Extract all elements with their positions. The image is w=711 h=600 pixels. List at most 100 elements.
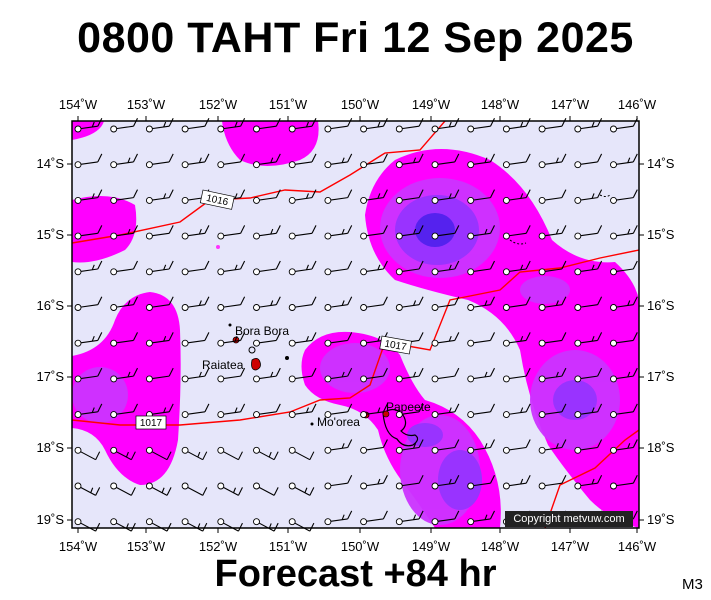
wind-barb: [324, 367, 353, 383]
wind-barb: [431, 189, 460, 204]
wind-barb: [395, 153, 424, 169]
precip-area-left: [72, 196, 137, 263]
wind-barb: [467, 225, 495, 240]
precip-medium-center: [320, 343, 390, 393]
wind-barb: [253, 518, 279, 532]
wind-barb: [288, 518, 315, 532]
wind-barb: [610, 439, 638, 454]
wind-barb: [110, 117, 138, 133]
map-title: 0800 TAHT Fri 12 Sep 2025: [77, 14, 634, 62]
wind-barb: [145, 332, 174, 347]
wind-barb: [324, 296, 353, 311]
wind-barb: [395, 117, 424, 133]
wind-barb: [217, 296, 246, 311]
wind-barb: [253, 260, 281, 276]
dotted-contours: [509, 194, 611, 245]
lat-label-right: 17˚S: [647, 369, 675, 384]
wind-barb: [538, 189, 567, 204]
wind-barb: [467, 296, 495, 311]
wind-barb: [538, 367, 567, 383]
lat-label-left: 19˚S: [37, 512, 65, 527]
lat-labels-left: 14˚S 15˚S 16˚S 17˚S 18˚S 19˚S: [37, 156, 65, 527]
wind-barb: [574, 332, 603, 347]
wind-barb: [145, 153, 174, 169]
wind-barb: [110, 518, 136, 532]
wind-barb: [431, 332, 460, 347]
wind-barb: [181, 117, 210, 133]
wind-barb: [74, 225, 103, 240]
wind-barb: [431, 153, 460, 169]
wind-barb: [324, 189, 353, 204]
wind-barb: [253, 332, 281, 347]
wind-barb: [288, 225, 317, 240]
lat-label-right: 14˚S: [647, 156, 675, 171]
wind-barb: [288, 446, 315, 461]
wind-barb: [395, 367, 424, 383]
wind-barb: [288, 260, 317, 276]
wind-barb: [502, 153, 531, 169]
place-label-papeete: Papeete: [386, 400, 431, 414]
wind-barb: [574, 260, 603, 276]
wind-barb: [181, 332, 210, 347]
precip-area-top-center: [222, 121, 319, 166]
precip-heavy-south: [438, 450, 482, 510]
wind-barb: [610, 153, 638, 169]
isobar-label-1017-b-group: 1017: [135, 415, 167, 430]
wind-barb: [467, 439, 495, 454]
wind-barb: [253, 482, 279, 496]
wind-barb: [431, 260, 460, 276]
lat-label-right: 19˚S: [647, 512, 675, 527]
isobar-label-1016: 1016: [205, 193, 229, 208]
wind-barb: [360, 474, 388, 490]
wind-barb: [324, 439, 353, 454]
wind-barb: [110, 225, 138, 240]
wind-barb: [610, 189, 638, 204]
wind-barb: [324, 403, 353, 419]
wind-barb: [360, 117, 388, 133]
wind-barb: [110, 332, 138, 347]
lat-label-right: 18˚S: [647, 440, 675, 455]
wind-barb: [467, 474, 495, 490]
precip-medium-east-mid: [520, 276, 570, 304]
wind-barb: [74, 260, 103, 276]
lat-label-right: 16˚S: [647, 298, 675, 313]
wind-barb: [502, 332, 531, 347]
wind-barb: [538, 439, 567, 454]
place-label-moorea: Mo'orea: [317, 415, 360, 429]
wind-barb: [574, 117, 603, 133]
wind-barb: [324, 153, 353, 169]
wind-barb: [74, 153, 103, 169]
wind-barb: [145, 367, 174, 383]
wind-barb: [360, 367, 388, 383]
precip-intense-core: [415, 213, 455, 247]
lat-label-left: 16˚S: [37, 298, 65, 313]
wind-barb: [324, 260, 353, 276]
wind-barb: [574, 403, 603, 419]
lon-label-top: 148˚W: [481, 97, 520, 112]
wind-barb: [360, 296, 388, 311]
place-label-raiatea: Raiatea: [202, 358, 244, 372]
wind-barb: [288, 403, 317, 419]
wind-barb: [324, 332, 353, 347]
wind-barb: [431, 367, 460, 383]
wind-barb: [110, 482, 136, 496]
lon-label-top: 147˚W: [551, 97, 590, 112]
wind-barb: [360, 510, 388, 526]
wind-barb: [574, 296, 603, 311]
lon-label-top: 150˚W: [341, 97, 380, 112]
lon-label-top: 153˚W: [127, 97, 166, 112]
wind-barb: [288, 117, 317, 133]
wind-barb: [181, 403, 210, 419]
island-tahiti: [382, 408, 419, 447]
lon-label-top: 146˚W: [618, 97, 657, 112]
wind-barb: [74, 117, 103, 133]
wind-barb: [145, 482, 172, 496]
place-label-bora-bora: Bora Bora: [235, 324, 289, 338]
wind-barb: [538, 403, 567, 419]
isobar-1016: [72, 121, 446, 244]
wind-barb: [110, 403, 138, 419]
axis-ticks: [67, 116, 644, 533]
wind-barb: [538, 117, 567, 133]
wind-barb: [502, 189, 531, 204]
